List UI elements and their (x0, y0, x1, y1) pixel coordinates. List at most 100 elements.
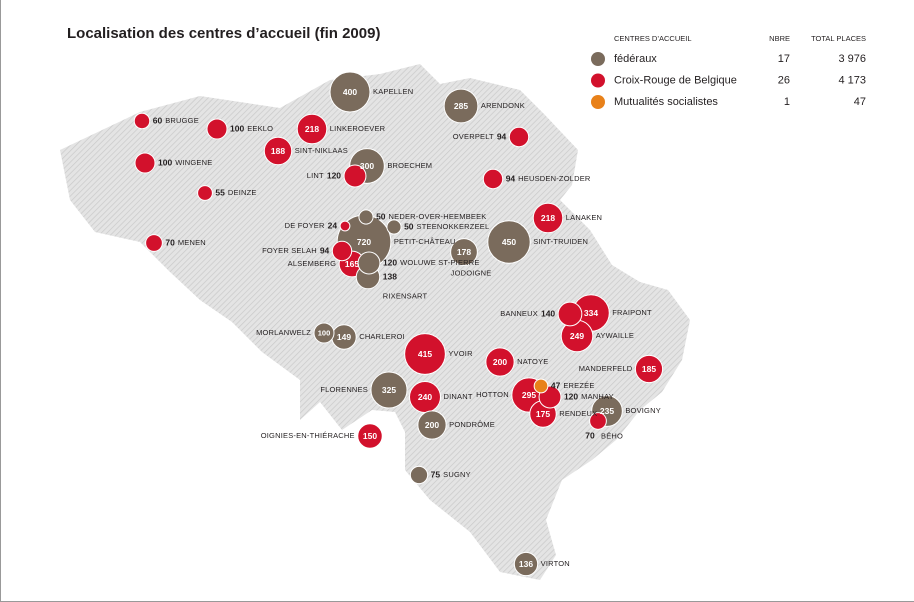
center-bubble (443, 88, 479, 124)
center-bubble (329, 71, 371, 113)
center-value: 120 (564, 391, 578, 401)
center-value: 70 (585, 431, 595, 441)
center-name: EEKLO (247, 124, 273, 133)
center-name: LANAKEN (566, 213, 602, 222)
legend-total: 4 173 (838, 74, 866, 86)
center-bubble (313, 322, 335, 344)
center-bubble (296, 113, 328, 145)
center-bubble (508, 126, 530, 148)
center-bubble (589, 412, 607, 430)
center-value: 235 (600, 406, 614, 416)
center-name: PETIT-CHÂTEAU (394, 237, 456, 246)
center-bubble (634, 354, 664, 384)
center-bubble (487, 220, 531, 264)
center-bubble (482, 168, 504, 190)
center-bubble (370, 371, 408, 409)
legend-name: fédéraux (614, 53, 657, 65)
center-value: 70 (165, 237, 175, 247)
center-name: BRUGGE (165, 116, 199, 125)
center-value: 300 (360, 161, 374, 171)
center-bubble (133, 112, 151, 130)
center-value: 136 (519, 559, 533, 569)
center-value: 140 (541, 308, 555, 318)
center-name: EREZÉE (563, 381, 594, 390)
legend-name: Mutualités socialistes (614, 96, 718, 108)
center-name: NEDER-OVER-HEEMBEEK (389, 212, 487, 221)
center-name: RIXENSART (383, 292, 428, 301)
center-value: 325 (382, 385, 396, 395)
center-value: 149 (337, 332, 351, 342)
center-value: 165 (345, 259, 359, 269)
center-value: 100 (318, 328, 331, 337)
center-bubble (450, 238, 478, 266)
center-name: FRAIPONT (612, 308, 652, 317)
center-value: 75 (431, 469, 441, 479)
center-name: JODOIGNE (451, 268, 492, 277)
center-value: 138 (383, 271, 397, 281)
center-value: 218 (541, 213, 555, 223)
center-name: SUGNY (443, 470, 471, 479)
center-name: CHARLEROI (359, 332, 405, 341)
center-value: 178 (457, 247, 471, 257)
center-name: ARENDONK (481, 101, 525, 110)
legend-header: NBRE (769, 34, 790, 43)
center-name: KAPELLEN (373, 87, 413, 96)
center-name: RENDEUX (559, 409, 597, 418)
center-bubble (409, 465, 429, 485)
center-name: HOTTON (476, 390, 509, 399)
center-name: FOYER SELAH (262, 246, 317, 255)
center-value: 450 (502, 237, 516, 247)
bubbles: 720 PETIT-CHÂTEAU 450 SINT-TRUIDEN 415 YVOIR 4… (133, 71, 664, 577)
legend-total: 47 (854, 96, 866, 108)
center-bubble (357, 251, 381, 275)
center-name: HEUSDEN-ZOLDER (518, 174, 591, 183)
center-value: 94 (320, 245, 330, 255)
legend-name: Croix-Rouge de Belgique (614, 74, 737, 86)
center-value: 185 (642, 364, 656, 374)
center-bubble (134, 152, 156, 174)
center-value: 415 (418, 349, 432, 359)
center-value: 200 (493, 357, 507, 367)
center-value: 120 (327, 170, 341, 180)
center-name: AYWAILLE (596, 331, 634, 340)
center-value: 334 (584, 308, 598, 318)
center-bubble (343, 164, 367, 188)
center-name: WOLUWE ST-PIERRE (400, 258, 479, 267)
legend-total: 3 976 (838, 53, 866, 65)
center-value: 50 (376, 211, 386, 221)
center-name: VIRTON (541, 559, 570, 568)
center-value: 400 (343, 87, 357, 97)
center-bubble (513, 551, 539, 577)
center-bubble (386, 219, 402, 235)
center-bubble (331, 240, 353, 262)
center-name: SINT-NIKLAAS (295, 146, 348, 155)
center-value: 200 (425, 420, 439, 430)
legend-dot (591, 73, 605, 88)
legend-header: CENTRES D’ACCUEIL (614, 34, 692, 43)
center-name: DINANT (443, 392, 472, 401)
center-value: 150 (363, 431, 377, 441)
center-value: 94 (497, 131, 507, 141)
legend-count: 26 (778, 74, 790, 86)
center-name: BÉHO (601, 431, 623, 440)
center-value: 55 (215, 187, 225, 197)
center-name: LINT (307, 171, 324, 180)
center-name: FLORENNES (320, 385, 368, 394)
center-value: 94 (506, 173, 516, 183)
center-value: 285 (454, 101, 468, 111)
center-name: OIGNIES-EN-THIÉRACHE (261, 431, 355, 440)
center-name: ALSEMBERG (288, 259, 336, 268)
center-name: MANHAY (581, 392, 614, 401)
center-name: YVOIR (448, 349, 473, 358)
center-bubble (197, 185, 213, 201)
center-name: BANNEUX (500, 309, 538, 318)
legend-header: TOTAL PLACES (811, 34, 866, 43)
center-name: OVERPELT (453, 132, 494, 141)
center-value: 24 (328, 220, 338, 230)
center-bubble (358, 209, 374, 225)
title: Localisation des centres d’accueil (fin … (67, 25, 380, 42)
center-value: 218 (305, 124, 319, 134)
center-value: 240 (418, 392, 432, 402)
center-name: MANDERFELD (579, 364, 633, 373)
